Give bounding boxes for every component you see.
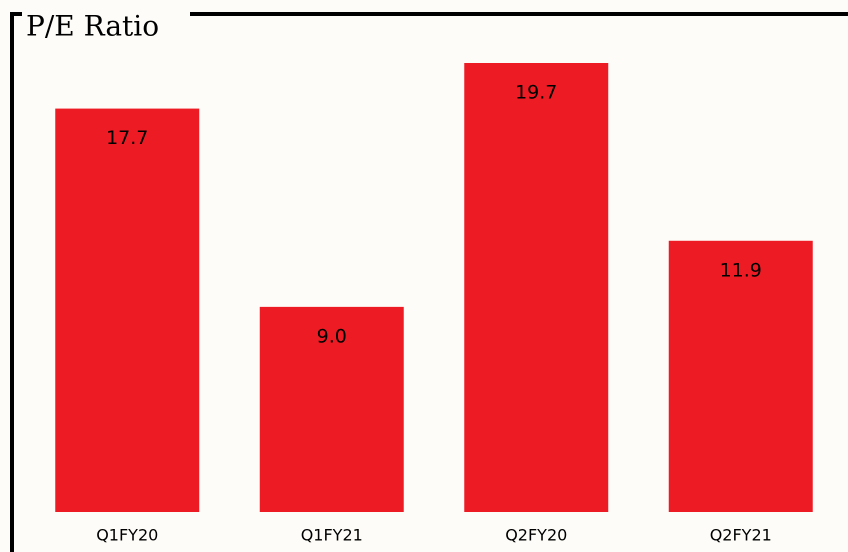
value-label: 19.7 [515, 82, 557, 104]
bar [464, 63, 609, 512]
bar [259, 306, 404, 512]
x-tick-label: Q2FY20 [505, 526, 567, 545]
bar [668, 240, 813, 512]
frame-left [10, 12, 22, 552]
chart-title: P/E Ratio [26, 10, 159, 43]
x-tick-label: Q1FY20 [96, 526, 158, 545]
value-label: 9.0 [317, 325, 347, 347]
value-label: 11.9 [720, 259, 762, 281]
x-tick-label: Q2FY21 [710, 526, 772, 545]
value-label: 17.7 [106, 127, 148, 149]
bar [55, 108, 200, 513]
x-tick-label: Q1FY21 [301, 526, 363, 545]
